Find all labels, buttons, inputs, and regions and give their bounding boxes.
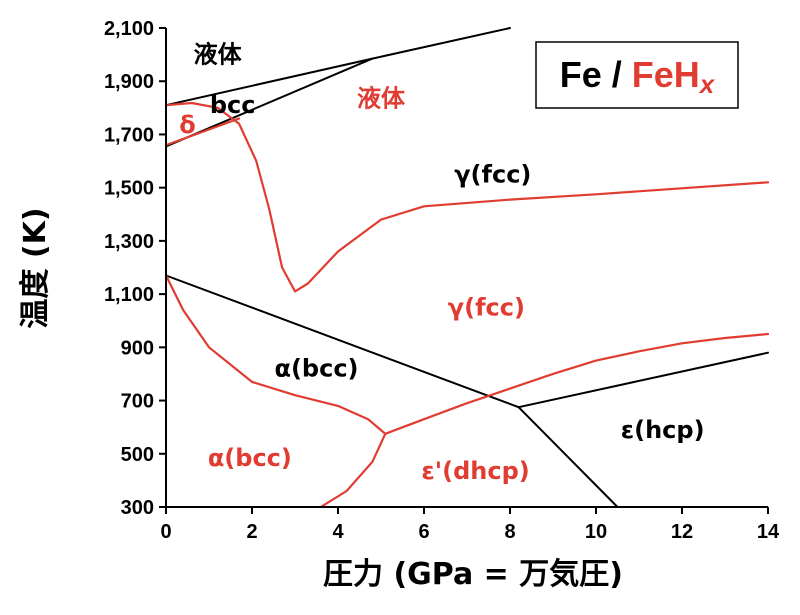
y-tick-label: 1,900 — [104, 71, 154, 93]
tick-marks: 0 2 4 6 8 10 12 14 300 500 700 900 1,100 1,300 1,500 1,… — [104, 18, 780, 543]
y-tick-label: 700 — [121, 391, 154, 413]
fe-phase-label-10: ε(hcp) — [621, 416, 705, 444]
feh-phase-label-6: γ(fcc) — [448, 293, 525, 321]
y-tick-label: 300 — [121, 497, 154, 519]
legend-feh: FeH — [632, 54, 700, 95]
legend-box: Fe / FeHx — [535, 41, 739, 109]
x-axis-title: 圧力 (GPa = 万気圧) — [323, 557, 623, 592]
fe-phase-label-5: γ(fcc) — [454, 160, 531, 188]
fe-boundary-4 — [517, 406, 619, 508]
feh-boundary-9 — [384, 332, 770, 435]
x-tick-label: 10 — [585, 521, 607, 543]
feh-phase-label-9: ε'(dhcp) — [421, 457, 529, 485]
x-tick-label: 8 — [504, 521, 515, 543]
x-tick-label: 2 — [246, 521, 257, 543]
legend-fe: Fe / — [560, 54, 632, 95]
fe-phase-label-7: α(bcc) — [274, 355, 358, 383]
feh-phase-label-3: δ — [179, 111, 196, 139]
feh-boundary-7 — [164, 274, 387, 435]
feh-boundary-5 — [164, 101, 770, 293]
y-tick-label: 1,100 — [104, 284, 154, 306]
feh-boundary-8 — [319, 432, 387, 509]
x-tick-label: 0 — [160, 521, 171, 543]
feh-boundary-6 — [164, 117, 241, 147]
x-tick-label: 14 — [757, 521, 780, 543]
legend-text: Fe / FeHx — [560, 54, 716, 99]
x-tick-label: 4 — [332, 521, 344, 543]
legend-frame — [535, 41, 739, 109]
legend-subscript-x: x — [698, 69, 716, 99]
y-tick-label: 2,100 — [104, 18, 154, 40]
y-tick-label: 1,700 — [104, 124, 154, 146]
fe-phase-label-1: 液体 — [194, 41, 243, 69]
x-tick-label: 6 — [418, 521, 429, 543]
feh-phase-label-8: α(bcc) — [208, 444, 292, 472]
y-axis-title: 温度 (K) — [18, 207, 53, 328]
y-tick-label: 1,300 — [104, 231, 154, 253]
feh-phase-label-4: 液体 — [357, 85, 406, 113]
y-tick-label: 1,500 — [104, 178, 154, 200]
y-tick-label: 900 — [121, 337, 154, 359]
axes — [165, 28, 768, 508]
phase-boundaries — [164, 27, 770, 509]
x-tick-label: 12 — [671, 521, 693, 543]
fe-phase-label-2: bcc — [210, 91, 256, 119]
y-tick-label: 500 — [121, 444, 154, 466]
